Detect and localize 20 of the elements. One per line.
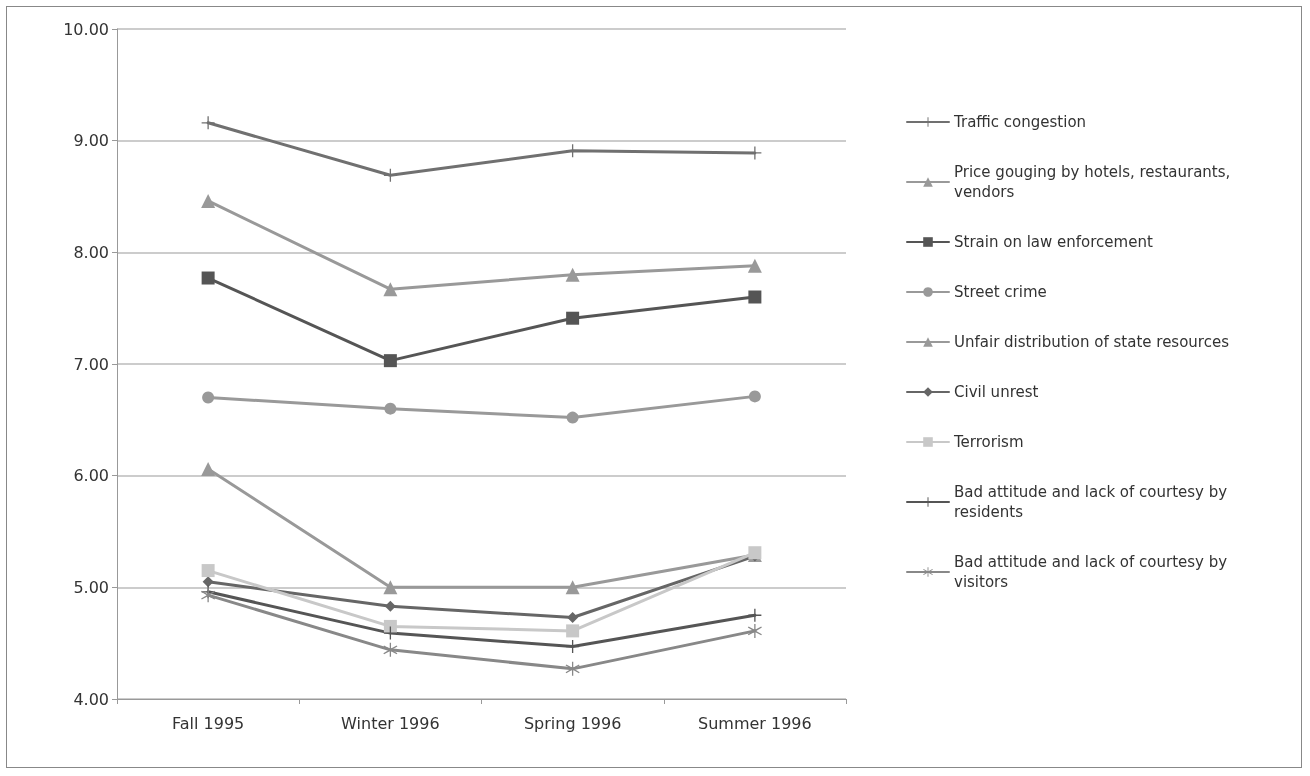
legend-label: Strain on law enforcement xyxy=(954,233,1153,251)
y-tick-label: 7.00 xyxy=(73,354,109,374)
y-tick-label: 6.00 xyxy=(73,466,109,486)
legend-label: Bad attitude and lack of courtesy by visitors xyxy=(954,553,1232,591)
legend-label: Bad attitude and lack of courtesy by residents xyxy=(954,483,1232,521)
legend-label: Price gouging by hotels, restaurants, vendors xyxy=(954,163,1236,201)
y-tick-label: 8.00 xyxy=(73,242,109,262)
legend-label: Street crime xyxy=(954,283,1047,301)
x-tick-label: Summer 1996 xyxy=(698,713,812,733)
y-tick-label: 4.00 xyxy=(73,689,109,709)
legend-label: Terrorism xyxy=(953,433,1024,451)
legend-label: Traffic congestion xyxy=(953,113,1087,131)
x-tick-label: Spring 1996 xyxy=(523,713,622,733)
y-tick-label: 5.00 xyxy=(73,577,109,597)
x-tick-label: Fall 1995 xyxy=(172,713,245,733)
y-tick-label: 10.00 xyxy=(63,19,109,39)
legend-label: Unfair distribution of state resources xyxy=(954,333,1230,351)
x-tick-label: Winter 1996 xyxy=(341,713,440,733)
y-tick-label: 9.00 xyxy=(73,131,109,151)
legend-label: Civil unrest xyxy=(954,383,1039,401)
